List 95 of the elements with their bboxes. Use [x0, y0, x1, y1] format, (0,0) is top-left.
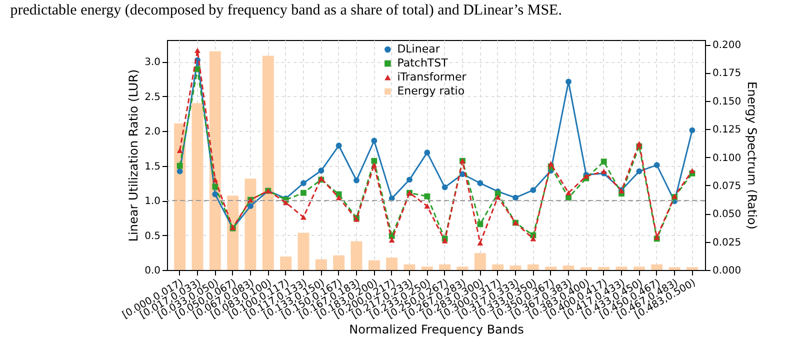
point — [176, 162, 183, 169]
y2-tick-label: 0.100 — [712, 152, 742, 164]
y-tick-label: 0.0 — [144, 266, 160, 276]
y2-tick-label: 0.175 — [712, 68, 742, 80]
point — [442, 238, 448, 244]
legend-label: DLinear — [397, 42, 440, 56]
bar — [474, 253, 486, 270]
bar — [492, 264, 504, 270]
bar — [280, 256, 292, 270]
point — [424, 204, 430, 209]
point — [530, 236, 536, 242]
y-tick-label: 2.0 — [144, 126, 160, 138]
point — [636, 168, 642, 174]
point — [248, 203, 254, 210]
bar — [510, 265, 522, 270]
legend-label: PatchTST — [397, 56, 448, 70]
bar — [421, 266, 433, 270]
point — [212, 177, 218, 182]
bar — [350, 241, 362, 270]
point — [371, 158, 378, 164]
y2-tick-label: 0.125 — [712, 124, 742, 136]
y-tick-label: 0.5 — [144, 230, 160, 242]
bar — [315, 259, 327, 270]
bar — [333, 255, 345, 270]
bar — [386, 258, 398, 270]
point — [300, 180, 306, 186]
y2-axis-title: Energy Spectrum (Ratio) — [745, 82, 760, 230]
point — [530, 187, 536, 194]
bar — [439, 264, 451, 270]
y2-tick-label: 0.000 — [712, 266, 742, 276]
bar — [651, 264, 663, 270]
point — [689, 168, 696, 174]
point — [477, 240, 484, 246]
point — [318, 168, 324, 174]
bar — [192, 103, 204, 270]
point — [600, 158, 607, 165]
point — [212, 191, 218, 198]
point — [566, 78, 572, 85]
bar — [668, 267, 680, 270]
y-axis-title: Linear Utilization Ratio (LUR) — [126, 69, 141, 242]
y-tick-label: 1.5 — [144, 161, 160, 172]
bar — [527, 264, 539, 270]
legend-label: iTransformer — [397, 70, 467, 84]
point — [494, 194, 501, 200]
point — [300, 214, 306, 220]
y2-tick-label: 0.025 — [712, 237, 742, 248]
bar — [545, 266, 557, 270]
point — [406, 176, 412, 183]
y2-tick-label: 0.075 — [712, 180, 742, 192]
bar — [244, 178, 256, 270]
x-axis-title: Normalized Frequency Bands — [349, 322, 524, 336]
point — [354, 177, 360, 184]
point — [371, 162, 378, 168]
y-tick-label: 1.0 — [144, 196, 160, 208]
bar — [633, 266, 645, 270]
point — [336, 195, 342, 200]
text: predictable energy (decomposed by frequency band as a share of total) and DLinear’s MSE. — [10, 2, 562, 19]
point — [566, 190, 572, 196]
y-tick-label: 3.0 — [144, 57, 160, 68]
point — [336, 142, 342, 149]
bar — [598, 266, 610, 270]
point — [600, 168, 607, 174]
y-tick-label: 2.5 — [144, 92, 160, 103]
bar — [686, 267, 698, 270]
point — [494, 190, 501, 197]
bar — [616, 266, 628, 270]
legend-label: Energy ratio — [397, 84, 465, 98]
point — [654, 162, 660, 168]
point — [424, 150, 430, 156]
point — [424, 193, 430, 200]
bar — [174, 123, 186, 270]
point — [689, 127, 696, 134]
point — [477, 180, 484, 186]
bar — [404, 264, 416, 270]
y2-tick-label: 0.150 — [712, 96, 742, 108]
point — [442, 184, 448, 190]
point — [212, 184, 218, 190]
bar — [209, 51, 221, 270]
bar — [580, 267, 592, 270]
bar — [262, 56, 274, 270]
point — [477, 221, 484, 228]
point — [176, 168, 183, 174]
bar — [562, 265, 574, 270]
point — [300, 190, 306, 196]
point — [512, 194, 518, 201]
y2-tick-label: 0.200 — [712, 40, 742, 52]
bar — [298, 232, 310, 270]
bar — [368, 260, 380, 270]
point — [636, 140, 642, 146]
point — [194, 48, 200, 53]
point — [548, 161, 554, 166]
point — [371, 138, 378, 144]
y2-tick-label: 0.050 — [712, 209, 742, 220]
point — [388, 238, 395, 243]
bar — [456, 266, 468, 270]
